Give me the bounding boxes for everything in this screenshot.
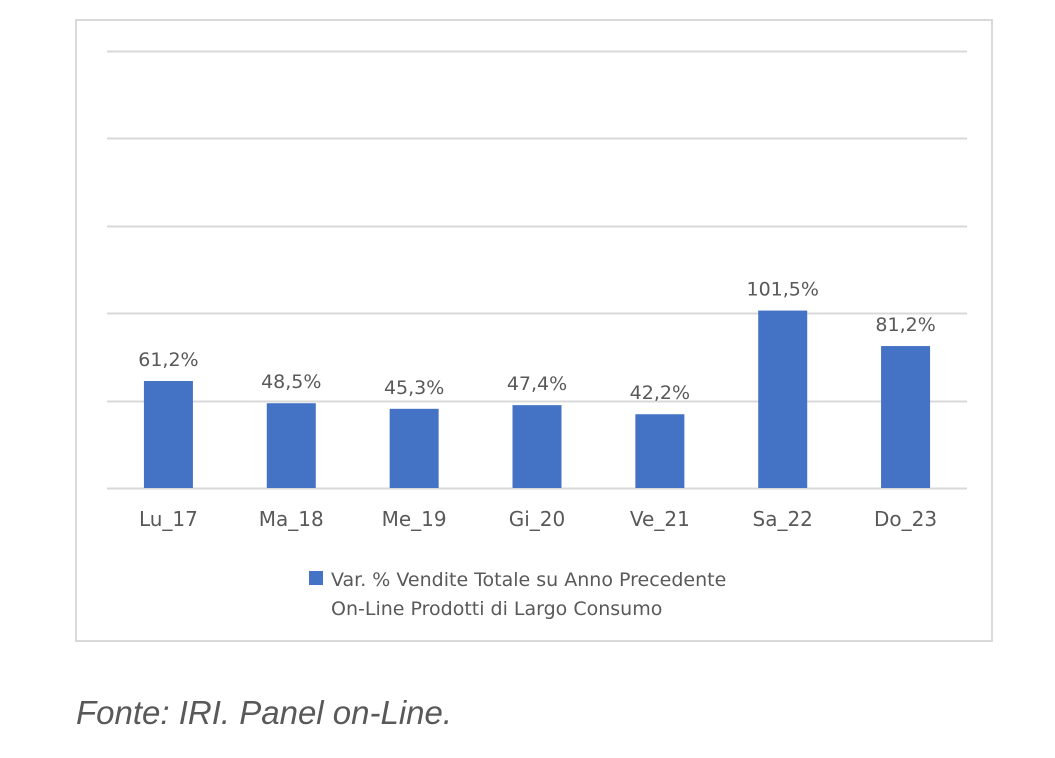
data-labels: 61,2% 48,5% 45,3% 47,4% 42,2% 101,5% 81,2% [138, 279, 936, 405]
bar-me-19 [389, 408, 439, 488]
data-label: 42,2% [630, 382, 690, 404]
x-tick-label: Me_19 [382, 507, 447, 531]
data-label: 81,2% [875, 314, 935, 336]
x-tick-label: Ve_21 [630, 507, 690, 531]
data-label: 47,4% [507, 373, 567, 395]
data-label: 48,5% [261, 371, 321, 393]
source-note: Fonte: IRI. Panel on-Line. [76, 694, 453, 731]
bar-ve-21 [635, 414, 685, 488]
bar-gi-20 [512, 405, 562, 488]
gridlines [107, 50, 967, 490]
bar-lu-17 [143, 381, 193, 488]
data-label: 101,5% [746, 279, 818, 301]
bar-chart: 61,2% 48,5% 45,3% 47,4% 42,2% 101,5% 81,2% Lu_… [107, 50, 967, 531]
legend-label-line1: Var. % Vendite Totale su Anno Precedente [331, 569, 727, 591]
x-tick-label: Lu_17 [139, 507, 198, 531]
x-tick-labels: Lu_17 Ma_18 Me_19 Gi_20 Ve_21 Sa_22 Do_23 [139, 507, 937, 531]
legend-label-line2: On-Line Prodotti di Largo Consumo [331, 598, 663, 620]
data-label: 61,2% [138, 349, 198, 371]
bar-ma-18 [266, 403, 316, 488]
bar-sa-22 [758, 310, 808, 488]
bars [143, 310, 931, 488]
x-tick-label: Gi_20 [509, 507, 566, 531]
x-tick-label: Do_23 [874, 507, 937, 531]
data-label: 45,3% [384, 377, 444, 399]
legend: Var. % Vendite Totale su Anno Precedente… [309, 566, 726, 624]
legend-label: Var. % Vendite Totale su Anno Precedente… [331, 566, 726, 624]
legend-swatch [309, 571, 323, 585]
x-tick-label: Sa_22 [753, 507, 813, 531]
chart-frame: 61,2% 48,5% 45,3% 47,4% 42,2% 101,5% 81,2% Lu_… [75, 19, 993, 642]
x-tick-label: Ma_18 [259, 507, 324, 531]
bar-do-23 [881, 346, 931, 488]
